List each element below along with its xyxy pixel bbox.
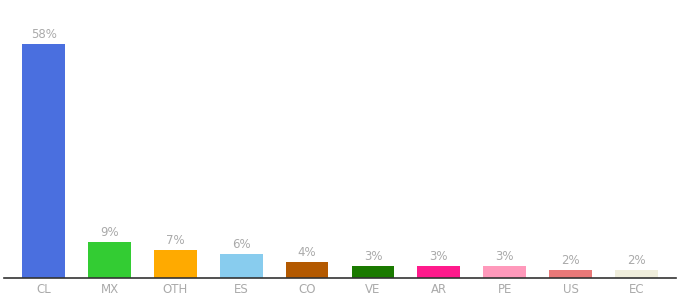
Text: 2%: 2% [627,254,645,267]
Bar [220,254,262,278]
Bar [352,266,394,278]
Text: 7%: 7% [166,234,185,247]
Bar [88,242,131,278]
Text: 9%: 9% [100,226,119,238]
Bar [483,266,526,278]
Text: 3%: 3% [430,250,448,263]
Bar [22,44,65,278]
Text: 2%: 2% [561,254,580,267]
Text: 3%: 3% [364,250,382,263]
Text: 58%: 58% [31,28,56,41]
Bar [418,266,460,278]
Bar [615,270,658,278]
Bar [549,270,592,278]
Text: 6%: 6% [232,238,250,250]
Text: 3%: 3% [495,250,514,263]
Text: 4%: 4% [298,246,316,259]
Bar [286,262,328,278]
Bar [154,250,197,278]
